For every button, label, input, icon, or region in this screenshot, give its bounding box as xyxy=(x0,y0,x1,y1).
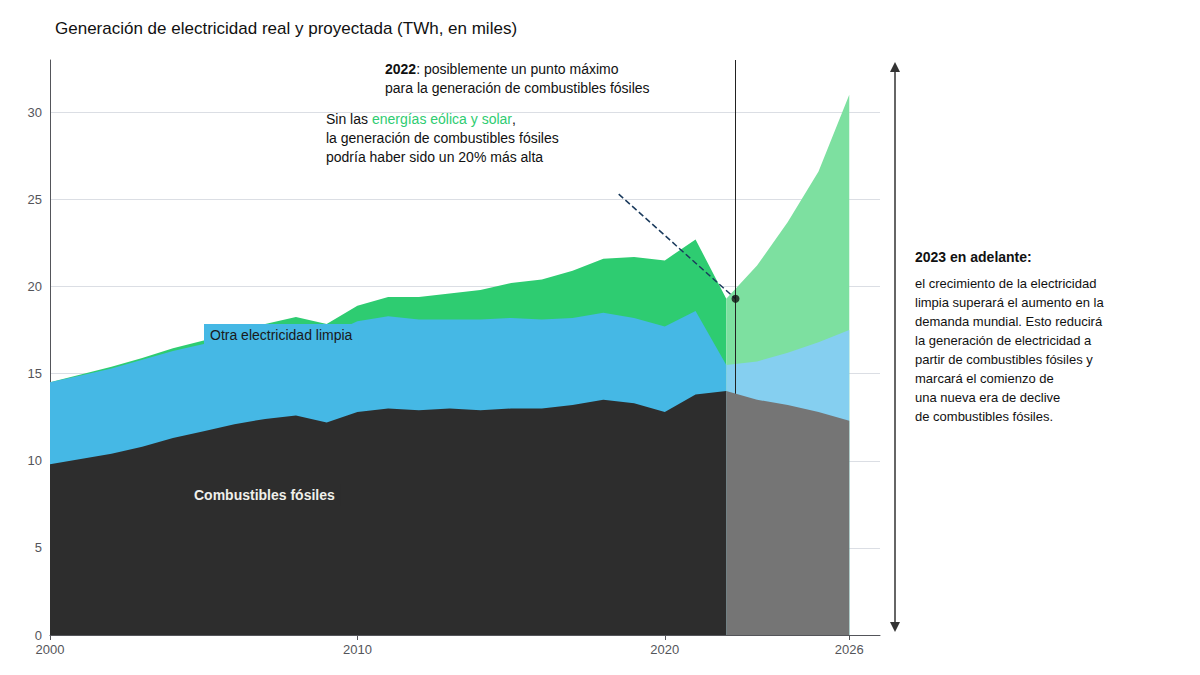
svg-text:energías eólica y solar: energías eólica y solar xyxy=(372,111,512,127)
svg-text:Sin las: Sin las xyxy=(326,111,372,127)
svg-text:2026: 2026 xyxy=(835,642,864,657)
svg-text:demanda mundial. Esto reducirá: demanda mundial. Esto reducirá xyxy=(915,314,1103,329)
svg-text:Generación de electricidad rea: Generación de electricidad real y proyec… xyxy=(55,19,517,38)
svg-text:: posiblemente un punto máximo: : posiblemente un punto máximo xyxy=(416,61,619,77)
svg-text:para la generación de combusti: para la generación de combustibles fósil… xyxy=(385,80,650,96)
svg-text:10: 10 xyxy=(28,453,42,468)
svg-text:2020: 2020 xyxy=(650,642,679,657)
svg-text:,: , xyxy=(512,111,516,127)
svg-text:la generación de electricidad: la generación de electricidad a xyxy=(915,333,1092,348)
svg-text:marcará el comienzo de: marcará el comienzo de xyxy=(915,371,1054,386)
svg-text:Combustibles fósiles: Combustibles fósiles xyxy=(194,487,335,503)
svg-text:25: 25 xyxy=(28,192,42,207)
svg-text:2000: 2000 xyxy=(36,642,65,657)
svg-text:Otra electricidad limpia: Otra electricidad limpia xyxy=(210,327,353,343)
svg-text:la generación de combustibles: la generación de combustibles fósiles xyxy=(326,130,559,146)
svg-text:2023 en adelante:: 2023 en adelante: xyxy=(915,249,1032,265)
svg-text:de combustibles fósiles.: de combustibles fósiles. xyxy=(915,409,1053,424)
svg-text:2010: 2010 xyxy=(343,642,372,657)
svg-text:una nueva era de declive: una nueva era de declive xyxy=(915,390,1060,405)
svg-text:15: 15 xyxy=(28,366,42,381)
svg-text:0: 0 xyxy=(35,628,42,643)
svg-text:5: 5 xyxy=(35,540,42,555)
svg-text:30: 30 xyxy=(28,105,42,120)
svg-text:podría haber sido un 20% más a: podría haber sido un 20% más alta xyxy=(326,149,543,165)
svg-text:limpia superará el aumento en: limpia superará el aumento en la xyxy=(915,295,1104,310)
svg-text:20: 20 xyxy=(28,279,42,294)
svg-text:el crecimiento de la electrici: el crecimiento de la electricidad xyxy=(915,276,1096,291)
svg-text:2022: 2022 xyxy=(385,61,416,77)
svg-text:partir de combustibles fósiles: partir de combustibles fósiles y xyxy=(915,352,1093,367)
